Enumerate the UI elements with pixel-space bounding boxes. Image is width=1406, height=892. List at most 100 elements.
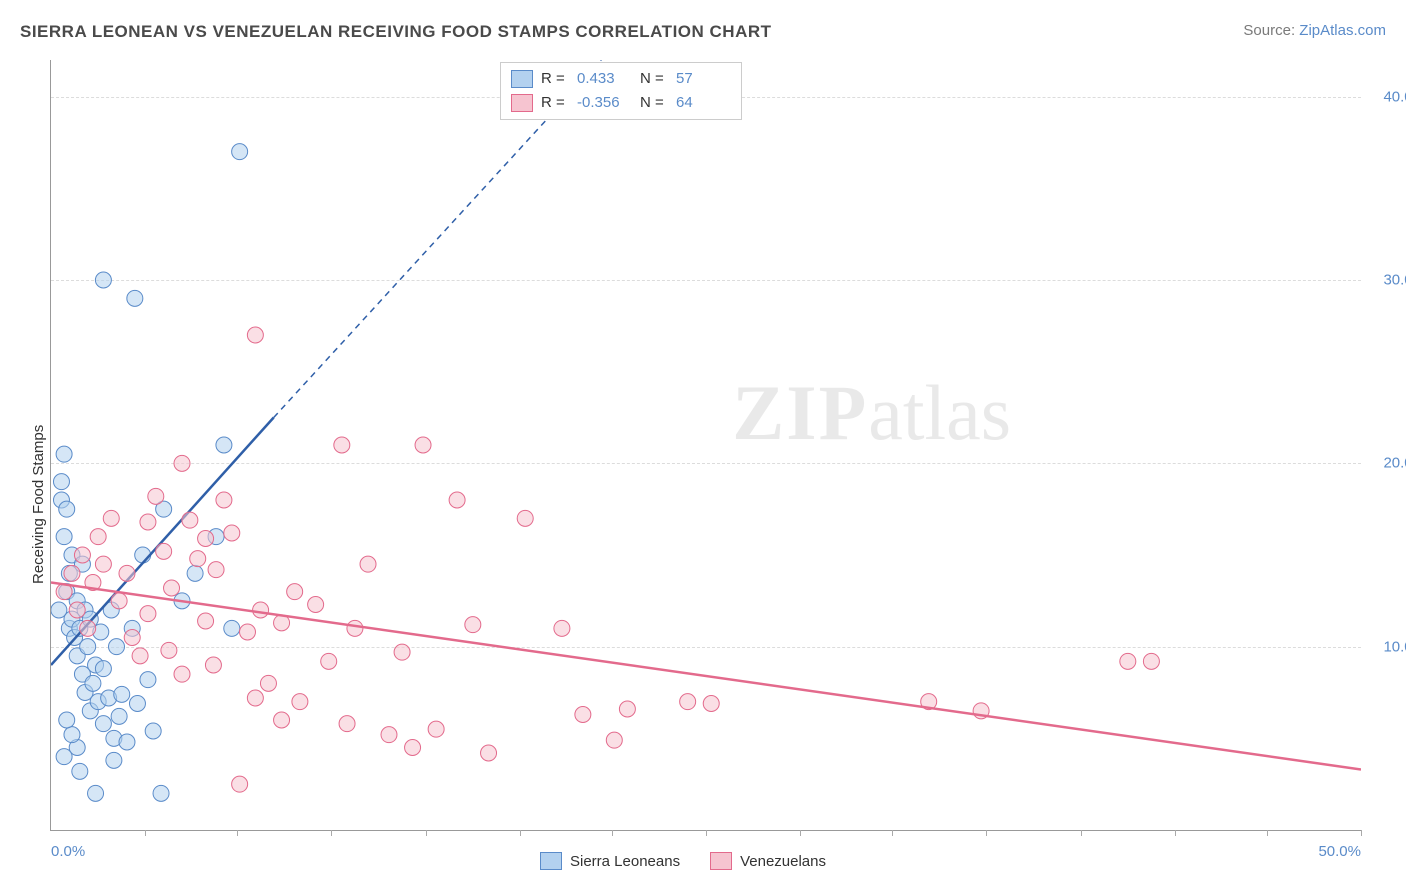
data-point [554,620,570,636]
data-point [106,752,122,768]
data-point [119,734,135,750]
data-point [247,690,263,706]
data-point [253,602,269,618]
x-tick-mark [892,830,893,836]
data-point [208,562,224,578]
x-tick-mark [1361,830,1362,836]
data-point [481,745,497,761]
data-point [56,529,72,545]
data-point [575,707,591,723]
data-point [74,547,90,563]
data-point [198,531,214,547]
x-tick-mark [520,830,521,836]
data-point [119,565,135,581]
legend-swatch [710,852,732,870]
data-point [224,620,240,636]
data-point [1143,653,1159,669]
data-point [703,696,719,712]
data-point [109,639,125,655]
data-point [140,606,156,622]
data-point [415,437,431,453]
data-point [1120,653,1136,669]
x-tick-mark [1175,830,1176,836]
data-point [69,602,85,618]
data-point [132,648,148,664]
stat-n-value: 64 [676,91,731,115]
x-tick-mark [612,830,613,836]
y-tick-label: 10.0% [1366,638,1406,655]
x-tick-mark [331,830,332,836]
trend-line [51,583,1361,770]
legend-label: Sierra Leoneans [570,853,680,870]
stats-row: R =0.433N =57 [511,67,731,91]
x-tick-mark [145,830,146,836]
data-point [394,644,410,660]
data-point [145,723,161,739]
stat-r-value: -0.356 [577,91,632,115]
legend-swatch [540,852,562,870]
data-point [247,327,263,343]
data-point [205,657,221,673]
data-point [111,593,127,609]
stat-r-label: R = [541,67,569,91]
stat-r-label: R = [541,91,569,115]
data-point [64,727,80,743]
x-tick-mark [800,830,801,836]
data-point [148,488,164,504]
data-point [59,501,75,517]
data-point [606,732,622,748]
data-point [56,749,72,765]
data-point [216,437,232,453]
data-point [334,437,350,453]
data-point [321,653,337,669]
data-point [405,740,421,756]
data-point [90,529,106,545]
data-point [103,510,119,526]
chart-legend: Sierra Leoneans Venezuelans [540,852,826,870]
data-point [232,776,248,792]
data-point [287,584,303,600]
stat-n-value: 57 [676,67,731,91]
plot-svg [51,60,1361,830]
x-tick-mark [1081,830,1082,836]
data-point [680,694,696,710]
x-tick-mark [237,830,238,836]
y-tick-label: 20.0% [1366,455,1406,472]
data-point [517,510,533,526]
data-point [140,514,156,530]
data-point [53,474,69,490]
data-point [59,712,75,728]
data-point [198,613,214,629]
data-point [174,666,190,682]
data-point [153,785,169,801]
data-point [428,721,444,737]
data-point [182,512,198,528]
source-label: Source: [1243,22,1295,39]
data-point [114,686,130,702]
data-point [80,620,96,636]
data-point [72,763,88,779]
data-point [274,712,290,728]
x-tick-label: 0.0% [51,843,85,860]
legend-item: Venezuelans [710,852,826,870]
data-point [156,543,172,559]
series-swatch [511,70,533,88]
x-tick-label: 50.0% [1318,843,1361,860]
data-point [187,565,203,581]
data-point [88,785,104,801]
data-point [260,675,276,691]
data-point [339,716,355,732]
series-swatch [511,94,533,112]
data-point [619,701,635,717]
data-point [95,716,111,732]
stats-row: R =-0.356N =64 [511,91,731,115]
data-point [127,290,143,306]
data-point [80,639,96,655]
data-point [111,708,127,724]
data-point [161,642,177,658]
source-link[interactable]: ZipAtlas.com [1299,22,1386,39]
data-point [449,492,465,508]
x-tick-mark [426,830,427,836]
data-point [224,525,240,541]
data-point [164,580,180,596]
